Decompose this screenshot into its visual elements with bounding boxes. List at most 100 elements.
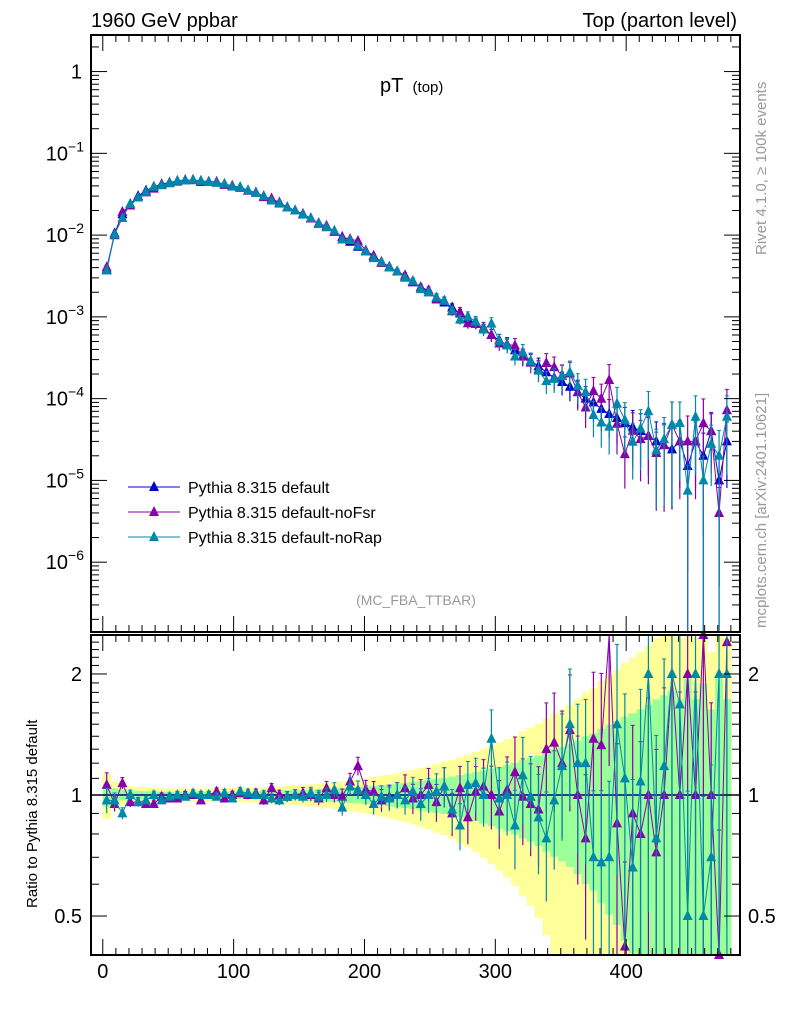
data-point <box>211 176 222 187</box>
y-tick-exponent: −1 <box>68 138 84 154</box>
ratio-point <box>643 667 654 678</box>
ratio-point <box>211 785 222 796</box>
data-point <box>156 179 167 190</box>
ratio-point <box>156 794 167 805</box>
data-point <box>219 177 230 188</box>
plot-title: pT (top) <box>380 75 443 97</box>
data-point <box>525 355 536 366</box>
ratio-point <box>321 782 332 793</box>
ratio-point <box>423 789 434 799</box>
x-tick-label: 300 <box>479 961 512 983</box>
data-point <box>109 228 120 239</box>
data-point <box>509 350 520 361</box>
ratio-point <box>721 667 732 678</box>
y-tick-label: 10−4 <box>46 384 84 411</box>
data-point <box>352 239 363 250</box>
ratio-point <box>580 757 591 768</box>
ratio-point <box>431 785 442 796</box>
y-tick-exponent: −6 <box>68 547 84 563</box>
data-point <box>470 315 481 326</box>
ratio-point <box>439 780 450 791</box>
ratio-point <box>282 790 293 801</box>
ratio-point <box>698 910 709 921</box>
data-point <box>698 417 709 428</box>
ratio-point <box>188 787 199 798</box>
ratio-point <box>266 792 277 803</box>
data-point <box>250 186 261 197</box>
ratio-point <box>619 772 630 783</box>
data-point <box>266 194 277 205</box>
ratio-y-tick-label: 1 <box>748 785 759 807</box>
ratio-series-2 <box>101 634 732 955</box>
data-point <box>337 233 348 244</box>
y-tick-base: 10 <box>46 552 68 574</box>
data-point <box>682 435 693 446</box>
series-line <box>106 179 728 481</box>
y-tick-label: 1 <box>71 62 82 84</box>
ratio-point <box>258 789 269 799</box>
ratio-point <box>101 778 112 789</box>
ratio-point <box>635 775 646 786</box>
ratio-point <box>345 780 356 791</box>
x-tick-label: 200 <box>348 961 381 983</box>
data-point <box>580 386 591 397</box>
data-point <box>462 310 473 321</box>
y-tick-label: 10−1 <box>46 138 84 165</box>
y-tick-exponent: −2 <box>68 220 84 236</box>
series-2 <box>101 173 732 632</box>
ratio-point <box>368 797 379 808</box>
ratio-point <box>148 797 159 808</box>
side-label-rivet: Rivet 4.1.0, ≥ 100k events <box>753 82 770 255</box>
data-point <box>258 190 269 201</box>
series-1 <box>101 174 732 632</box>
ratio-point <box>400 794 411 805</box>
data-point <box>706 437 717 448</box>
ratio-point <box>337 790 348 801</box>
data-point <box>140 185 151 196</box>
y-tick-label: 10−3 <box>46 302 84 329</box>
ratio-point <box>596 739 607 750</box>
data-point <box>164 176 175 187</box>
ratio-point <box>651 832 662 843</box>
data-point <box>180 174 191 185</box>
ratio-point <box>462 811 473 822</box>
ratio-point <box>313 790 324 801</box>
data-point <box>517 346 528 357</box>
ratio-point <box>541 832 552 843</box>
ratio-point <box>117 807 128 818</box>
data-marks <box>101 173 732 959</box>
data-point <box>423 286 434 297</box>
ratio-point <box>203 789 214 799</box>
ratio-y-tick-label: 1 <box>71 785 82 807</box>
series-line <box>106 179 728 513</box>
ratio-point <box>454 782 465 793</box>
ratio-point <box>352 760 363 771</box>
data-point <box>439 294 450 305</box>
y-tick-label: 10−6 <box>46 547 84 574</box>
ratio-point <box>376 790 387 801</box>
ratio-point <box>690 667 701 678</box>
ratio-point <box>195 789 206 799</box>
axes: 0 100 200 300 400110−110−210−310−410−510−60.… <box>46 34 776 983</box>
data-point <box>643 405 654 416</box>
data-point <box>227 180 238 191</box>
data-point <box>462 317 473 328</box>
ratio-point <box>368 785 379 796</box>
y-tick-exponent: −4 <box>68 384 84 400</box>
ratio-point <box>117 777 128 788</box>
data-point <box>243 184 254 195</box>
data-point <box>297 208 308 219</box>
ratio-point <box>533 811 544 822</box>
data-point <box>604 374 615 385</box>
data-point <box>431 291 442 302</box>
ratio-point <box>478 789 489 799</box>
y-tick-base: 10 <box>46 389 68 411</box>
data-point <box>714 449 725 460</box>
ratio-point <box>274 789 285 799</box>
data-point <box>345 233 356 244</box>
ratio-point <box>235 785 246 796</box>
ratio-point <box>596 856 607 867</box>
ratio-point <box>462 778 473 789</box>
ratio-point <box>541 743 552 754</box>
ratio-point <box>219 792 230 803</box>
